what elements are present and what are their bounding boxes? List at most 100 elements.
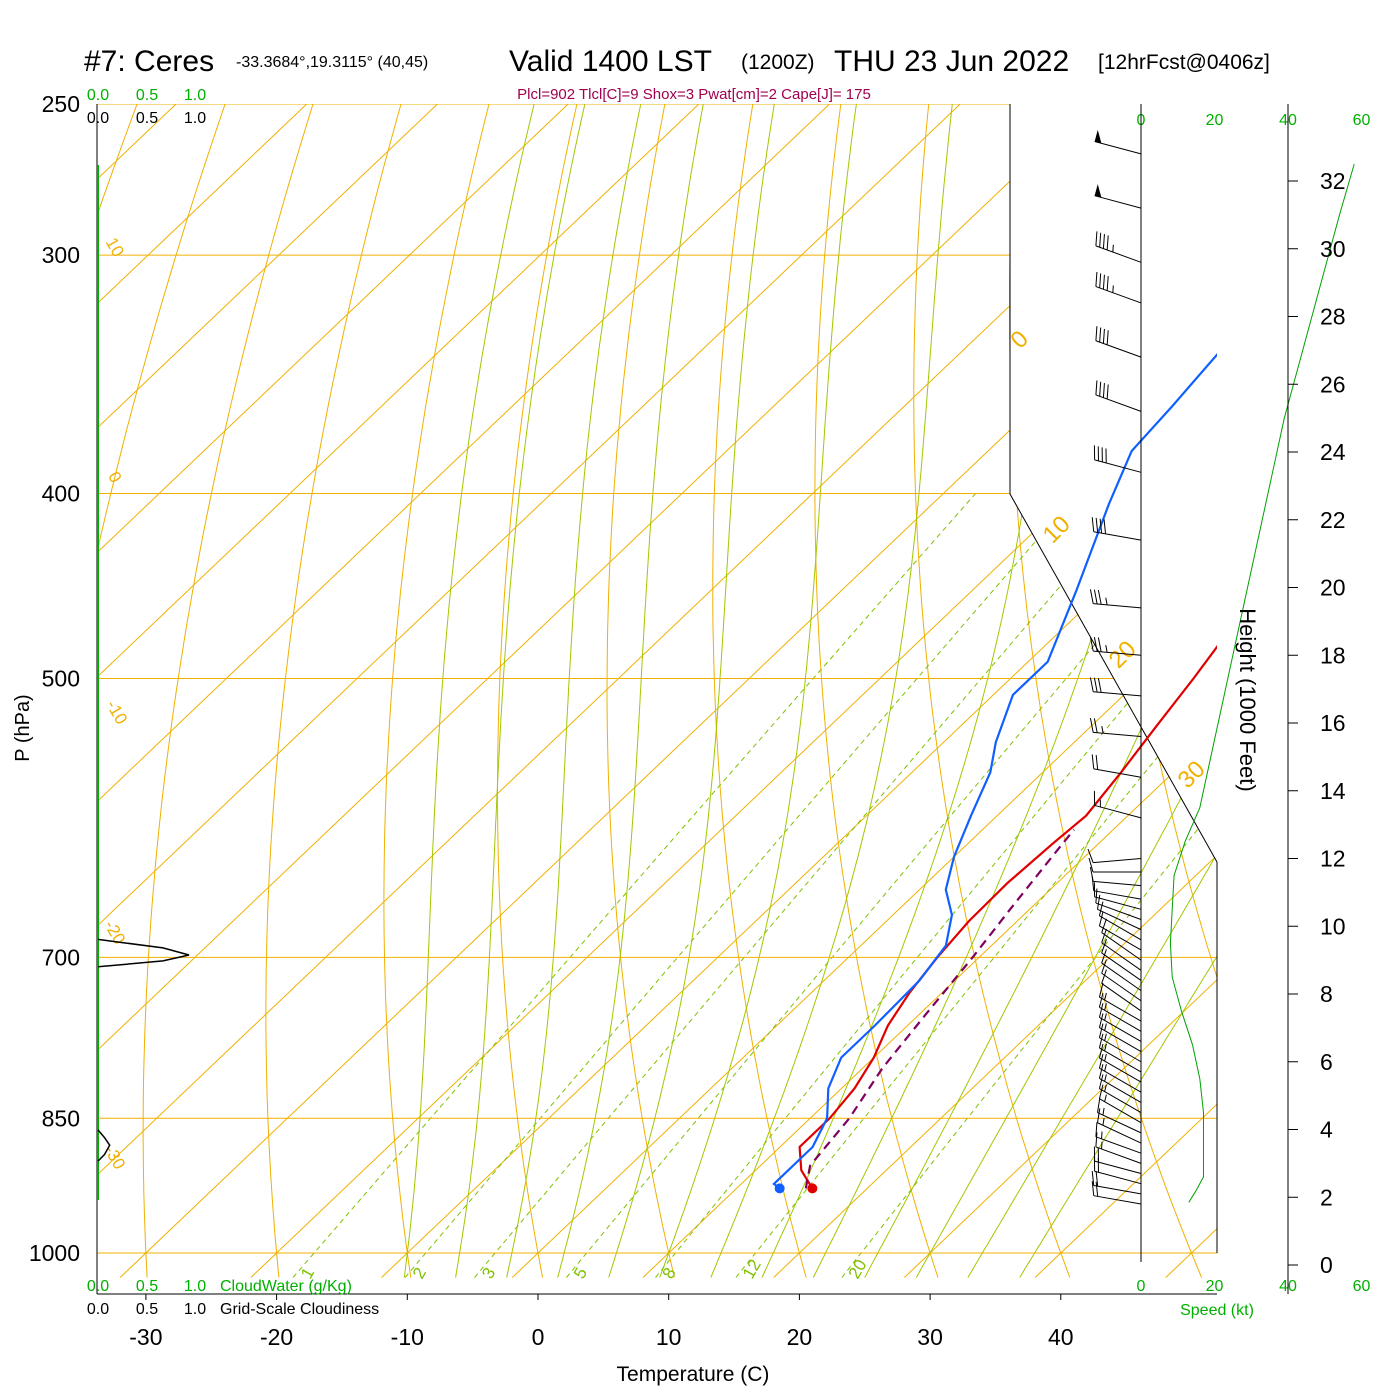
isotherm-line: [97, 104, 569, 554]
cloudwater-scale-bottom: 0.0: [87, 1278, 109, 1295]
wind-barb-staff: [1093, 858, 1142, 864]
wind-barb-feather: [1091, 517, 1095, 532]
isotherm-line: [97, 104, 961, 927]
wind-barb: [1101, 959, 1142, 1002]
cloudwater-scale-bottom: 0.5: [136, 1278, 158, 1295]
height-tick-label: 16: [1320, 710, 1346, 736]
wind-barb-feather: [1101, 969, 1107, 984]
wind-barb-feather: [1099, 273, 1102, 288]
speed-scale-bottom: 60: [1353, 1278, 1371, 1295]
wind-barb: [1101, 928, 1142, 971]
wind-barb-staff: [1095, 1146, 1142, 1164]
isotherm-line: [97, 104, 1092, 1052]
height-tick-label: 0: [1320, 1252, 1333, 1278]
height-axis-label: Height (1000 Feet): [1235, 608, 1260, 791]
left-isotherm-label: -10: [102, 697, 131, 728]
wind-barb-feather: [1095, 517, 1099, 533]
wind-barb-half: [1104, 1043, 1107, 1052]
wind-barb: [1098, 982, 1142, 1022]
x-tick-label: 0: [532, 1324, 545, 1350]
wind-barb-half: [1104, 1084, 1107, 1092]
wind-barb: [1089, 717, 1142, 738]
wind-barb: [1093, 882, 1142, 910]
wind-barb: [1093, 1146, 1142, 1175]
wind-barb-feather: [1098, 1053, 1104, 1069]
height-tick-label: 32: [1320, 168, 1346, 194]
wind-barb-half: [1104, 1023, 1107, 1031]
wind-barb-half: [1101, 1141, 1103, 1150]
wind-barb: [1098, 1023, 1142, 1063]
wind-barb: [1093, 790, 1142, 819]
cloudwater-scale-bottom: 1.0: [184, 1278, 206, 1295]
isotherm-line: [97, 104, 308, 305]
wind-barb-feather: [1093, 637, 1098, 652]
surface-temperature-marker: [807, 1183, 818, 1194]
wind-barb-staff: [1099, 1098, 1142, 1124]
wind-barb-feather: [1093, 677, 1098, 693]
isotherm-line: [97, 104, 438, 429]
wind-barb-staff: [1094, 1160, 1142, 1175]
wind-barb: [1098, 1033, 1142, 1073]
wind-barb: [1101, 938, 1142, 981]
wind-speed-profile: [1169, 163, 1355, 1203]
wind-barb: [1087, 848, 1142, 864]
wind-barb-half: [1104, 1053, 1107, 1062]
wind-barb-staff: [1099, 1057, 1142, 1083]
wind-barb-feather: [1106, 384, 1109, 400]
cloud-profile: 0.0 0.0 0.0 0.0 0.5 0.5 0.5 0.5 1.0 1.0 1.0 1.0: [87, 87, 206, 1318]
wind-barb-flag: [1094, 129, 1102, 144]
wind-barb: [1098, 993, 1142, 1032]
height-tick-label: 4: [1320, 1117, 1333, 1143]
wind-barb: [1097, 1108, 1142, 1144]
wind-barb-half: [1102, 1107, 1105, 1116]
speed-scale-bottom: 20: [1206, 1278, 1224, 1295]
wind-barb-staff: [1094, 459, 1142, 473]
y-axis-label: P (hPa): [12, 694, 34, 761]
wind-barb: [1091, 754, 1142, 778]
wind-barb-feather: [1095, 1122, 1098, 1137]
wind-barb-feather: [1088, 857, 1094, 873]
wind-barb-feather: [1095, 231, 1098, 246]
mixing-ratio-line: [474, 493, 1141, 1278]
cloudiness-scale-bottom: 1.0: [184, 1301, 206, 1318]
wind-barb-half: [1102, 1118, 1105, 1126]
wind-barb-feather: [1102, 383, 1105, 398]
left-isotherm-label: 0: [104, 468, 125, 486]
height-tick-label: 18: [1320, 642, 1346, 668]
speed-axis-label: Speed (kt): [1180, 1302, 1254, 1319]
wind-barb-feather: [1089, 677, 1094, 692]
cloudiness-scale-bottom: 0.0: [87, 1301, 109, 1318]
wind-barb: [1091, 517, 1142, 541]
wind-barb-staff: [1093, 731, 1142, 738]
wind-barb-feather: [1091, 754, 1095, 769]
height-tick-label: 2: [1320, 1184, 1333, 1210]
wind-barb-feather: [1097, 1108, 1101, 1123]
wind-barb-staff: [1101, 952, 1142, 981]
pressure-tick-label: 250: [42, 91, 80, 117]
mixing-ratio-label: 2: [409, 1264, 430, 1282]
wind-barb-staff: [1101, 982, 1142, 1012]
cloudwater-legend: CloudWater (g/Kg): [220, 1278, 352, 1295]
dry-adiabat: [265, 104, 402, 1278]
left-isotherm-label: 10: [102, 234, 128, 260]
x-tick-label: 20: [787, 1324, 813, 1350]
wind-barb-feather: [1099, 232, 1102, 248]
wind-barb: [1088, 857, 1141, 873]
cloudiness-scale-top: 0.5: [136, 110, 158, 127]
dry-adiabat: [383, 104, 490, 1278]
wind-barb-staff: [1099, 925, 1142, 951]
speed-scale-top: 20: [1206, 112, 1224, 129]
wind-barb: [1095, 231, 1142, 263]
wind-barb: [1093, 445, 1142, 473]
dry-adiabat: [497, 104, 578, 1278]
wind-barb-half: [1104, 1094, 1107, 1102]
plot-right-boundary: [1009, 104, 1218, 1253]
wind-barb-staff: [1095, 902, 1142, 920]
wind-barb-feather: [1101, 959, 1107, 974]
height-tick-label: 12: [1320, 846, 1346, 872]
wind-barb-staff: [1099, 915, 1142, 941]
utc-time: (1200Z): [741, 51, 815, 74]
cloudiness-profile-lower: [97, 1129, 111, 1162]
moist-adiabat: [710, 104, 953, 1278]
